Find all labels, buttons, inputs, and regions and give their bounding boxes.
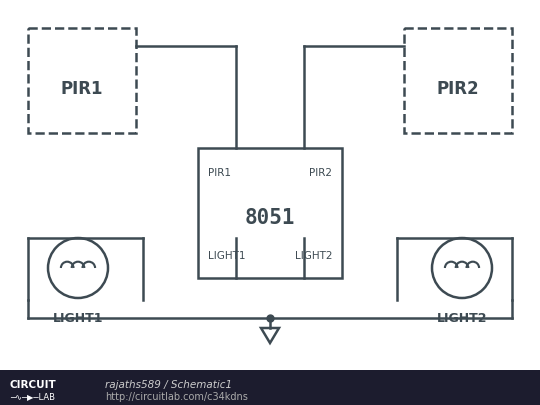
Text: LIGHT2: LIGHT2 (294, 251, 332, 261)
Text: ─∿─▶─LAB: ─∿─▶─LAB (10, 392, 55, 401)
Text: PIR1: PIR1 (208, 168, 231, 178)
Text: CIRCUIT: CIRCUIT (10, 380, 57, 390)
Text: LIGHT1: LIGHT1 (53, 312, 103, 325)
Text: http://circuitlab.com/c34kdns: http://circuitlab.com/c34kdns (105, 392, 248, 402)
Text: PIR2: PIR2 (309, 168, 332, 178)
Bar (404, 28, 512, 133)
Text: rajaths589 / Schematic1: rajaths589 / Schematic1 (105, 380, 232, 390)
Text: PIR2: PIR2 (437, 79, 480, 98)
Text: 8051: 8051 (245, 208, 295, 228)
Bar (0, 370, 540, 405)
Text: LIGHT1: LIGHT1 (208, 251, 246, 261)
Bar (198, 148, 342, 278)
Text: LIGHT2: LIGHT2 (437, 312, 487, 325)
Text: PIR1: PIR1 (60, 79, 103, 98)
Bar (28, 28, 136, 133)
